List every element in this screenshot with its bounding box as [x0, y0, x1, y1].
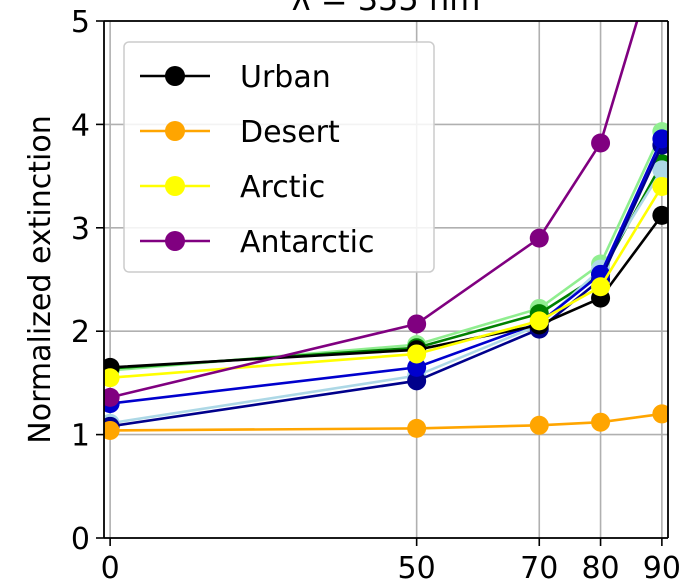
data-point	[591, 133, 611, 153]
x-tick-label: 50	[398, 551, 436, 585]
series-line	[110, 412, 663, 432]
data-point	[104, 387, 120, 407]
data-point	[529, 228, 549, 248]
legend-marker	[165, 176, 185, 196]
data-point	[529, 415, 549, 435]
data-point	[591, 277, 611, 297]
data-point	[407, 344, 427, 364]
legend: Urban Desert Arctic Antarctic	[123, 41, 435, 273]
legend-entry-arctic: Arctic	[140, 170, 325, 205]
y-tick-label: 5	[71, 5, 90, 40]
series-desert	[104, 404, 668, 440]
y-tick-label: 2	[71, 315, 90, 350]
data-point	[529, 311, 549, 331]
data-point	[407, 371, 427, 391]
legend-label: Desert	[240, 115, 340, 150]
data-point	[652, 160, 668, 180]
legend-label: Antarctic	[240, 225, 374, 260]
legend-marker	[165, 231, 185, 251]
chart-title: λ = 355 nm	[292, 0, 481, 18]
y-tick-label: 0	[71, 522, 90, 557]
data-point	[104, 420, 120, 440]
legend-box	[123, 41, 435, 273]
series-layer	[104, 21, 668, 440]
legend-label: Urban	[240, 60, 331, 95]
data-point	[407, 314, 427, 334]
data-point	[104, 368, 120, 388]
data-point	[591, 412, 611, 432]
y-axis-label: Normalized extinction	[23, 115, 58, 443]
data-point	[407, 418, 427, 438]
y-tick-label: 1	[71, 419, 90, 454]
legend-marker	[165, 121, 185, 141]
data-point	[407, 357, 427, 377]
series-antarctic	[104, 21, 639, 407]
data-point	[652, 176, 668, 196]
legend-entry-antarctic: Antarctic	[140, 225, 374, 260]
axes: 0 50 70 80 90 0 1 2 3 4 5	[71, 5, 681, 585]
data-point	[652, 129, 668, 149]
legend-entry-desert: Desert	[140, 115, 340, 150]
x-tick-label: 0	[101, 551, 120, 585]
x-tick-label: 90	[643, 551, 681, 585]
y-tick-label: 4	[71, 108, 90, 143]
series-arctic	[104, 176, 668, 388]
y-tick-label: 3	[71, 212, 90, 247]
legend-entry-urban: Urban	[140, 60, 331, 95]
x-tick-label: 80	[581, 551, 619, 585]
legend-marker	[165, 66, 185, 86]
data-point	[652, 404, 668, 424]
data-point	[652, 205, 668, 225]
x-tick-label: 70	[520, 551, 558, 585]
legend-label: Arctic	[240, 170, 325, 205]
